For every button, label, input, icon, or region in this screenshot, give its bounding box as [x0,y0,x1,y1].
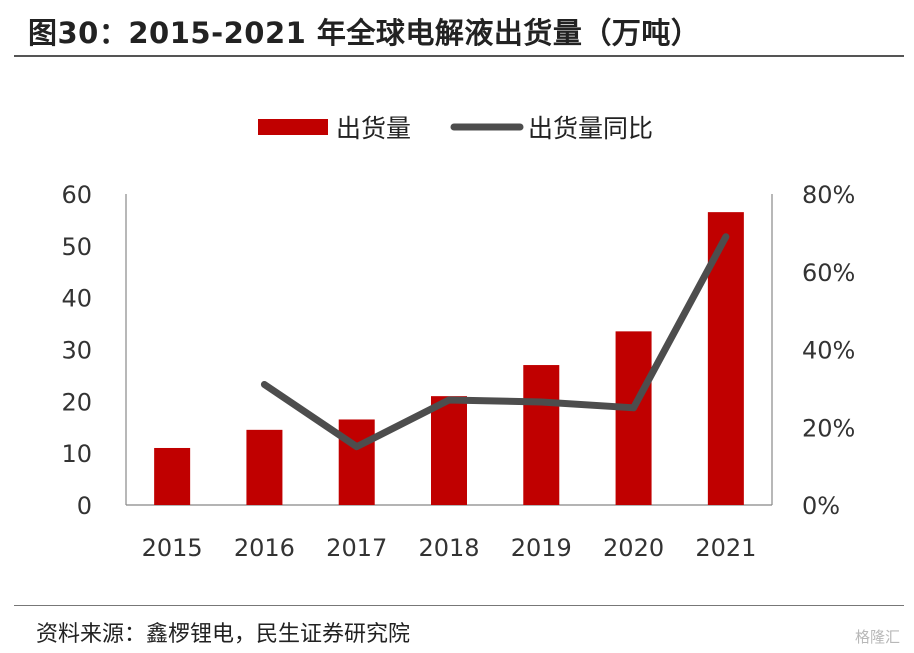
chart-legend: 出货量 出货量同比 [258,114,653,143]
bar-shipment [615,331,652,505]
source-note: 资料来源：鑫椤锂电，民生证券研究院 [36,622,411,647]
y-left-tick-label: 0 [77,492,92,520]
x-tick-label: 2020 [603,534,664,562]
y-left-tick-label: 30 [61,337,92,365]
y-left-tick-label: 10 [61,440,92,468]
x-tick-label: 2019 [511,534,572,562]
x-tick-label: 2021 [695,534,756,562]
watermark: 格隆汇 [854,628,900,646]
bar-series [154,212,744,505]
y-left-tick-label: 40 [61,285,92,313]
y-left-tick-label: 60 [61,181,92,209]
title-divider [14,55,904,57]
bar-shipment [431,396,467,505]
x-tick-label: 2017 [326,534,387,562]
line-yoy-growth [260,233,730,451]
bar-shipment [523,365,560,505]
y-right-tick-label: 60% [802,259,855,287]
legend-label-line: 出货量同比 [528,114,653,143]
x-tick-label: 2015 [142,534,203,562]
y-left-tick-label: 20 [61,388,92,416]
y-right-tick-label: 20% [802,414,855,442]
page-title: 图30：2015-2021 年全球电解液出货量（万吨） [28,16,701,50]
y-left-tick-label: 50 [61,233,92,261]
x-tick-label: 2018 [418,534,479,562]
electrolyte-shipment-chart: 出货量 出货量同比 0 10 20 30 40 50 60 0% 20% 40% 60% 80% 2015… [61,114,855,562]
bar-shipment [246,429,283,505]
x-tick-label: 2016 [234,534,295,562]
legend-label-bar: 出货量 [336,114,411,143]
y-right-tick-label: 40% [802,337,855,365]
footer-divider [14,605,904,606]
bar-shipment [338,419,375,505]
legend-swatch-bar [258,119,328,135]
line-series [260,233,730,451]
y-right-tick-label: 80% [802,181,855,209]
tick-labels: 0 10 20 30 40 50 60 0% 20% 40% 60% 80% 2015 2016 2017 2… [61,181,855,562]
bar-shipment [154,447,191,505]
y-right-tick-label: 0% [802,492,840,520]
